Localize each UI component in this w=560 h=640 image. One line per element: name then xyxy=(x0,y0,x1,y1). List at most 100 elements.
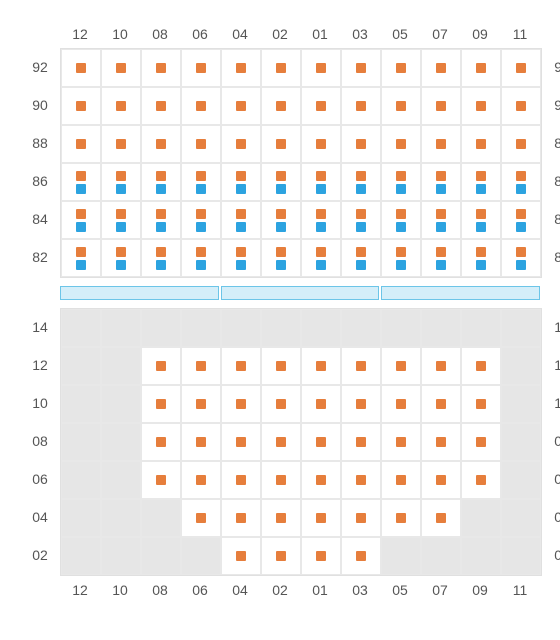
seat-cell[interactable] xyxy=(341,461,381,499)
seat-cell[interactable] xyxy=(221,87,261,125)
seat-cell[interactable] xyxy=(221,385,261,423)
seat-cell[interactable] xyxy=(261,239,301,277)
seat-cell[interactable] xyxy=(181,423,221,461)
seat-cell[interactable] xyxy=(141,49,181,87)
seat-cell[interactable] xyxy=(221,239,261,277)
seat-cell[interactable] xyxy=(261,201,301,239)
seat-cell[interactable] xyxy=(301,347,341,385)
seat-cell[interactable] xyxy=(181,201,221,239)
seat-cell[interactable] xyxy=(141,201,181,239)
seat-cell[interactable] xyxy=(461,201,501,239)
seat-cell[interactable] xyxy=(381,385,421,423)
seat-cell[interactable] xyxy=(381,49,421,87)
seat-cell[interactable] xyxy=(61,87,101,125)
seat-cell[interactable] xyxy=(461,239,501,277)
seat-cell[interactable] xyxy=(461,163,501,201)
seat-cell[interactable] xyxy=(421,201,461,239)
seat-cell[interactable] xyxy=(301,87,341,125)
seat-cell[interactable] xyxy=(421,461,461,499)
seat-cell[interactable] xyxy=(181,347,221,385)
seat-cell[interactable] xyxy=(381,87,421,125)
seat-cell[interactable] xyxy=(221,125,261,163)
seat-cell[interactable] xyxy=(181,49,221,87)
seat-cell[interactable] xyxy=(301,385,341,423)
seat-cell[interactable] xyxy=(421,385,461,423)
seat-cell[interactable] xyxy=(301,461,341,499)
seat-cell[interactable] xyxy=(301,49,341,87)
seat-cell[interactable] xyxy=(261,461,301,499)
seat-cell[interactable] xyxy=(341,499,381,537)
seat-cell[interactable] xyxy=(461,385,501,423)
seat-cell[interactable] xyxy=(141,461,181,499)
seat-cell[interactable] xyxy=(501,239,541,277)
seat-cell[interactable] xyxy=(421,347,461,385)
seat-cell[interactable] xyxy=(381,347,421,385)
seat-cell[interactable] xyxy=(61,163,101,201)
seat-cell[interactable] xyxy=(141,125,181,163)
seat-cell[interactable] xyxy=(501,163,541,201)
seat-cell[interactable] xyxy=(381,461,421,499)
seat-cell[interactable] xyxy=(421,49,461,87)
seat-cell[interactable] xyxy=(221,347,261,385)
seat-cell[interactable] xyxy=(221,163,261,201)
seat-cell[interactable] xyxy=(221,499,261,537)
seat-cell[interactable] xyxy=(421,87,461,125)
seat-cell[interactable] xyxy=(341,163,381,201)
seat-cell[interactable] xyxy=(141,385,181,423)
seat-cell[interactable] xyxy=(381,201,421,239)
seat-cell[interactable] xyxy=(261,49,301,87)
seat-cell[interactable] xyxy=(301,499,341,537)
seat-cell[interactable] xyxy=(181,385,221,423)
seat-cell[interactable] xyxy=(421,499,461,537)
seat-cell[interactable] xyxy=(341,49,381,87)
seat-cell[interactable] xyxy=(261,163,301,201)
seat-cell[interactable] xyxy=(381,423,421,461)
seat-cell[interactable] xyxy=(261,347,301,385)
seat-cell[interactable] xyxy=(181,461,221,499)
seat-cell[interactable] xyxy=(501,87,541,125)
seat-cell[interactable] xyxy=(181,125,221,163)
seat-cell[interactable] xyxy=(461,461,501,499)
seat-cell[interactable] xyxy=(221,201,261,239)
seat-cell[interactable] xyxy=(181,87,221,125)
seat-cell[interactable] xyxy=(501,125,541,163)
seat-cell[interactable] xyxy=(381,239,421,277)
seat-cell[interactable] xyxy=(341,385,381,423)
seat-cell[interactable] xyxy=(301,163,341,201)
seat-cell[interactable] xyxy=(261,537,301,575)
seat-cell[interactable] xyxy=(221,423,261,461)
seat-cell[interactable] xyxy=(501,201,541,239)
seat-cell[interactable] xyxy=(461,125,501,163)
seat-cell[interactable] xyxy=(261,125,301,163)
seat-cell[interactable] xyxy=(181,499,221,537)
seat-cell[interactable] xyxy=(381,163,421,201)
seat-cell[interactable] xyxy=(141,87,181,125)
seat-cell[interactable] xyxy=(461,87,501,125)
seat-cell[interactable] xyxy=(421,163,461,201)
seat-cell[interactable] xyxy=(101,87,141,125)
seat-cell[interactable] xyxy=(101,239,141,277)
seat-cell[interactable] xyxy=(101,201,141,239)
seat-cell[interactable] xyxy=(301,201,341,239)
seat-cell[interactable] xyxy=(341,125,381,163)
seat-cell[interactable] xyxy=(461,49,501,87)
seat-cell[interactable] xyxy=(341,239,381,277)
seat-cell[interactable] xyxy=(301,537,341,575)
seat-cell[interactable] xyxy=(421,239,461,277)
seat-cell[interactable] xyxy=(61,125,101,163)
seat-cell[interactable] xyxy=(301,423,341,461)
seat-cell[interactable] xyxy=(141,163,181,201)
seat-cell[interactable] xyxy=(221,537,261,575)
seat-cell[interactable] xyxy=(461,347,501,385)
seat-cell[interactable] xyxy=(381,499,421,537)
seat-cell[interactable] xyxy=(221,461,261,499)
seat-cell[interactable] xyxy=(421,423,461,461)
seat-cell[interactable] xyxy=(221,49,261,87)
seat-cell[interactable] xyxy=(61,201,101,239)
seat-cell[interactable] xyxy=(341,347,381,385)
seat-cell[interactable] xyxy=(181,239,221,277)
seat-cell[interactable] xyxy=(261,87,301,125)
seat-cell[interactable] xyxy=(421,125,461,163)
seat-cell[interactable] xyxy=(141,347,181,385)
seat-cell[interactable] xyxy=(61,239,101,277)
